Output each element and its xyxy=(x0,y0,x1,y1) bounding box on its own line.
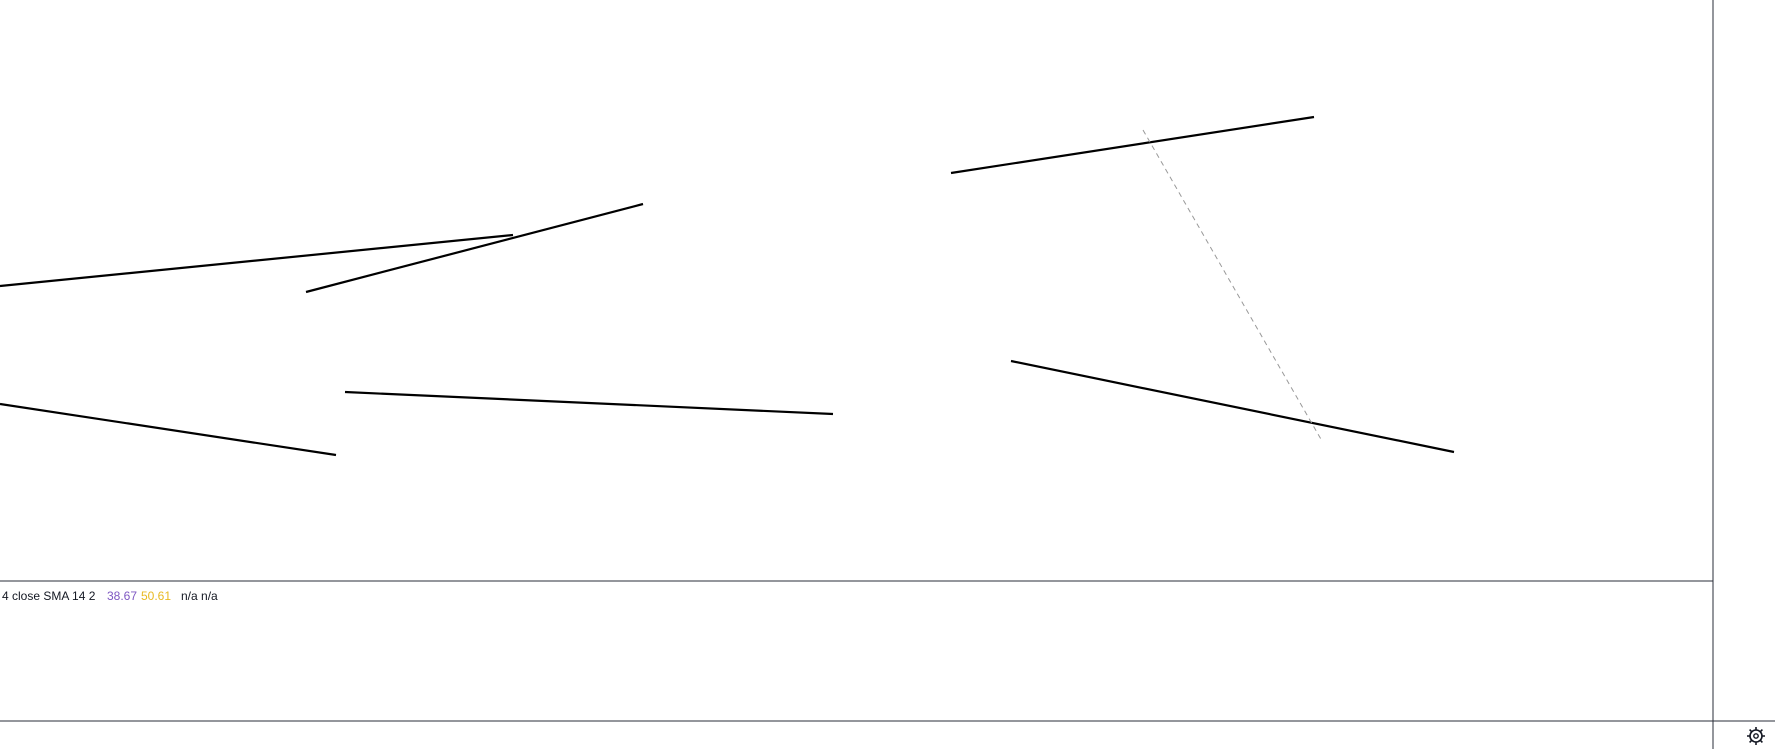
sma-value: 50.61 xyxy=(141,589,171,603)
settings-icon[interactable] xyxy=(1747,727,1765,745)
trend-lines xyxy=(0,115,1455,457)
trend-line xyxy=(0,233,514,288)
trend-line xyxy=(950,115,1315,175)
rsi-title: 4 close SMA 14 2 xyxy=(2,589,96,603)
rsi-extra: n/a n/a xyxy=(181,589,218,603)
fib-trend-line xyxy=(1142,129,1323,442)
trend-line xyxy=(305,202,644,294)
trend-line xyxy=(0,402,337,457)
trend-line xyxy=(344,390,834,416)
trend-line xyxy=(1010,359,1455,454)
rsi-value: 38.67 xyxy=(107,589,137,603)
